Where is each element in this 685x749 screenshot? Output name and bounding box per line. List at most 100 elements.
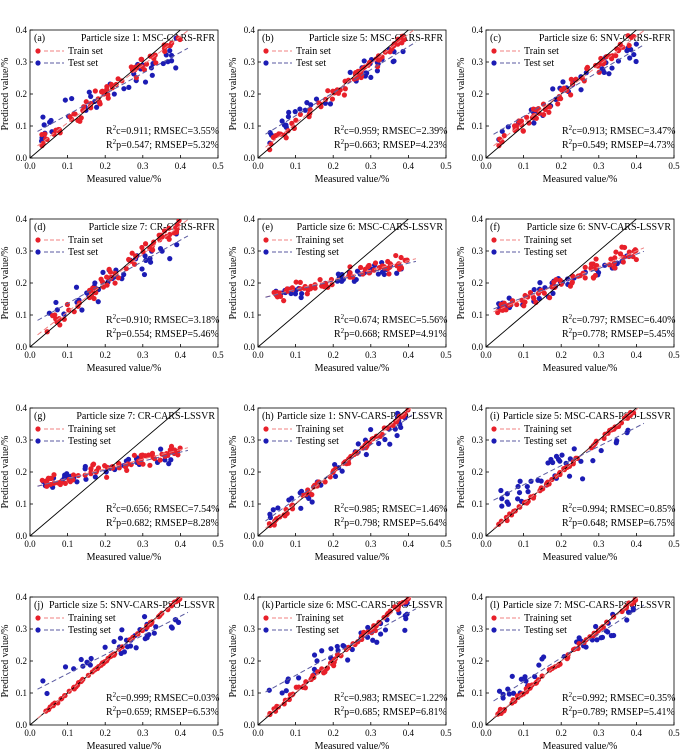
train-point: [342, 86, 348, 92]
test-point: [175, 619, 182, 625]
train-point: [171, 448, 177, 454]
train-point: [582, 275, 588, 281]
train-point: [374, 64, 381, 70]
metric-prediction: R2p=0.549; RMSEP=4.73%: [562, 138, 675, 151]
x-tick-label: 0.1: [518, 161, 529, 171]
train-point: [546, 295, 553, 301]
panel-title: Particle size 6: MSC-CARS-PSO-LSSVR: [275, 600, 443, 611]
test-point: [95, 299, 101, 305]
legend-train-label: Train set: [524, 46, 559, 57]
x-tick-label: 0.5: [668, 350, 680, 360]
test-point: [304, 100, 310, 106]
y-tick-label: 0.1: [244, 121, 255, 131]
test-point: [286, 497, 292, 503]
legend-train-label: Training set: [296, 424, 344, 435]
test-point: [69, 95, 75, 102]
test-point: [633, 58, 639, 65]
metric-prediction: R2p=0.554; RMSEP=5.46%: [106, 327, 219, 340]
train-point: [568, 92, 574, 98]
panel-title: Particle size 5: SNV-CARS-PSO-LSSVR: [49, 600, 215, 611]
train-point: [49, 313, 56, 319]
train-point: [162, 48, 168, 55]
train-point: [61, 316, 67, 322]
y-axis-label: Predicted value/%: [0, 624, 11, 697]
x-tick-label: 0.5: [440, 539, 452, 549]
test-fit-line: [37, 235, 189, 321]
test-point: [111, 638, 117, 645]
x-tick-label: 0.1: [62, 161, 73, 171]
test-point: [53, 299, 59, 306]
train-point: [157, 457, 163, 463]
panel-a: 0.0 0.1 0.2 0.3 0.4 0.5 0.0 0.1 0.2 0.3 0.4 Measure…: [0, 25, 224, 185]
plot-area: [258, 30, 417, 158]
train-point: [140, 249, 146, 255]
test-point: [319, 648, 325, 654]
train-point: [44, 136, 50, 143]
y-tick-label: 0.4: [472, 403, 484, 413]
y-tick-label: 0.4: [244, 592, 256, 602]
train-point: [625, 33, 631, 39]
metric-calibration: R2c=0.656; RMSEC=7.54%: [106, 502, 219, 515]
train-point: [526, 120, 532, 126]
y-tick-label: 0.4: [16, 214, 28, 224]
y-tick-label: 0.2: [16, 89, 27, 99]
y-tick-label: 0.0: [244, 342, 256, 352]
train-point: [582, 264, 588, 270]
y-tick-label: 0.2: [472, 89, 483, 99]
train-point: [617, 251, 624, 257]
panel-title: Particle size 7: CR-CARS-LSSVR: [76, 411, 215, 422]
panel-title: Particle size 5: MSC-CARS-PSO-LSSVR: [503, 411, 671, 422]
ideal-line: [30, 219, 182, 347]
legend-test-label: Testing set: [296, 625, 339, 636]
train-point: [584, 64, 591, 70]
test-point: [523, 678, 529, 684]
test-fit-line: [265, 41, 417, 135]
test-point: [162, 457, 168, 463]
test-point: [571, 446, 577, 452]
test-fit-line: [265, 608, 417, 693]
train-point: [341, 92, 347, 98]
train-point: [106, 266, 112, 272]
legend-test-marker: [491, 627, 497, 633]
test-point: [279, 118, 285, 124]
test-point: [86, 89, 92, 95]
test-point: [283, 122, 289, 128]
panel-k: 0.0 0.1 0.2 0.3 0.4 0.5 0.0 0.1 0.2 0.3 0.4 Measure…: [228, 592, 452, 749]
x-tick-label: 0.1: [62, 350, 73, 360]
test-point: [151, 630, 157, 636]
plot-area: [258, 219, 417, 347]
test-point: [332, 473, 339, 480]
train-point: [626, 249, 632, 255]
test-point: [306, 495, 312, 501]
test-point: [361, 58, 367, 64]
test-point: [531, 120, 537, 126]
plot-frame: [257, 596, 447, 726]
test-point: [119, 627, 125, 633]
train-point: [141, 67, 148, 73]
train-point: [556, 93, 562, 100]
panel-letter: (c): [490, 33, 501, 44]
train-point: [539, 673, 545, 679]
x-tick-label: 0.2: [328, 539, 339, 549]
metric-prediction: R2p=0.682; RMSEP=8.28%: [106, 516, 219, 529]
x-tick-label: 0.5: [668, 539, 680, 549]
panel-title: Particle size 6: SNV-CARS-RFR: [539, 33, 671, 44]
test-point: [522, 674, 528, 680]
test-point: [375, 271, 381, 277]
panel-b: 0.0 0.1 0.2 0.3 0.4 0.5 0.0 0.1 0.2 0.3 0.4 Measure…: [228, 25, 452, 185]
test-point: [83, 476, 89, 482]
x-tick-label: 0.3: [365, 539, 377, 549]
train-point: [568, 76, 574, 82]
test-point: [394, 270, 400, 276]
train-fit-line: [37, 597, 183, 719]
panel-title: Particle size 1: MSC-CARS-RFR: [81, 33, 216, 44]
test-point: [390, 58, 396, 65]
x-axis-label: Measured value/%: [87, 741, 162, 749]
test-point: [313, 96, 320, 102]
legend-test-label: Testing set: [296, 247, 339, 258]
train-point: [47, 704, 53, 710]
train-point: [148, 244, 154, 250]
test-point: [630, 605, 636, 611]
train-point: [105, 95, 111, 101]
train-point: [97, 101, 103, 107]
